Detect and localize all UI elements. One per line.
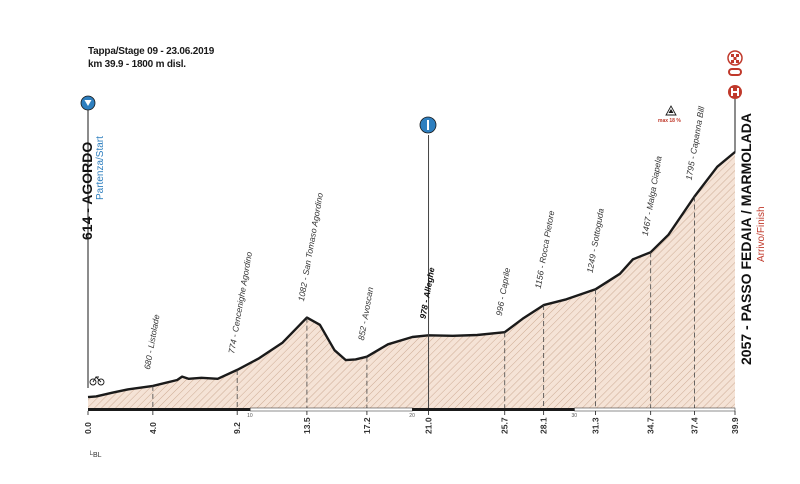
km-tick-label: 28.1 xyxy=(539,417,549,434)
km-tick-label: 31.3 xyxy=(591,417,601,434)
waypoint-label: 1156 - Rocca Pietore xyxy=(533,209,557,289)
profile-area xyxy=(88,152,735,408)
stage-title: Tappa/Stage 09 - 23.06.2019 xyxy=(88,46,215,57)
finish-sublabel: Arrivo/Finish xyxy=(756,206,767,262)
bicycle-icon xyxy=(89,376,105,386)
start-sublabel: Partenza/Start xyxy=(95,136,106,200)
finish-flag-icon xyxy=(727,50,743,66)
km-tick-label: 21.0 xyxy=(424,417,434,434)
waypoint-label: 852 - Avoscan xyxy=(356,286,375,341)
km-tick-label: 37.4 xyxy=(689,417,699,434)
distance-bar-label: 30 xyxy=(571,413,577,419)
waypoint-label: 1249 - Sottoguda xyxy=(585,207,606,273)
waypoint-label: 1467 - Malga Ciapela xyxy=(640,155,664,237)
distance-bar-label: 10 xyxy=(247,413,253,419)
waypoint-label: 1082 - San Tomaso Agordino xyxy=(296,192,325,302)
stage-distance: km 39.9 - 1800 m disl. xyxy=(88,59,186,70)
km-tick-label: 17.2 xyxy=(362,417,372,434)
distance-bar-segment xyxy=(249,407,413,412)
finish-label: 2057 - PASSO FEDAIA / MARMOLADA xyxy=(738,113,754,365)
waypoint-label: 680 - Listolade xyxy=(142,313,162,370)
profile-line xyxy=(87,151,736,399)
finish-marker-icon xyxy=(728,85,742,152)
waypoint-label: 1795 - Capanna Bill xyxy=(684,104,707,180)
km-tick-label: 25.7 xyxy=(500,417,510,434)
km-tick-label: 0.0 xyxy=(83,422,93,434)
distance-bar-label: 20 xyxy=(409,413,415,419)
km-tick-label: 9.2 xyxy=(232,422,242,434)
km-tick-label: 39.9 xyxy=(730,417,740,434)
intermediate-sprint-icon xyxy=(419,116,437,134)
max-gradient-label: max 18 % xyxy=(658,118,681,124)
waypoint-label: 978 - Alleghe xyxy=(418,266,437,319)
waypoint-label: 996 - Caprile xyxy=(494,267,512,317)
distance-bar-segment xyxy=(574,407,736,412)
km-tick-label: 4.0 xyxy=(148,422,158,434)
waypoint-label: 774 - Cencenighe Agordino xyxy=(226,251,254,355)
gpm-badge-icon xyxy=(728,68,742,76)
max-gradient-icon: max 18 % xyxy=(658,105,681,124)
footer-note: └BL xyxy=(88,452,102,459)
start-arrow-icon xyxy=(80,95,96,388)
km-tick-label: 13.5 xyxy=(302,417,312,434)
km-tick-label: 34.7 xyxy=(646,417,656,434)
start-label: 614 - AGORDO xyxy=(79,142,95,240)
